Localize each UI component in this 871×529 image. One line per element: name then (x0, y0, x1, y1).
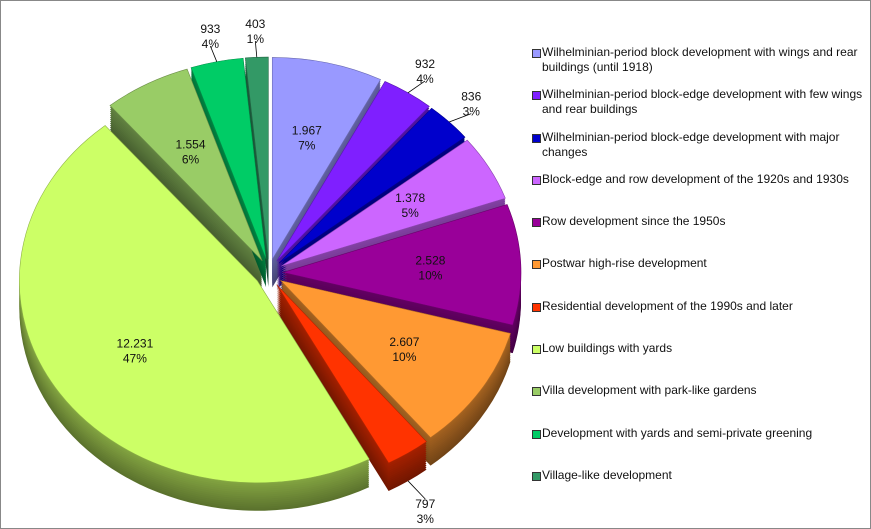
legend-swatch (532, 345, 541, 355)
pie-slice (281, 139, 506, 267)
value-label: 1.378 (395, 191, 425, 205)
value-label: 836 (461, 90, 481, 104)
legend-swatch (532, 429, 541, 439)
legend-swatch (532, 133, 541, 143)
legend-label: Residential development of the 1990s and… (542, 298, 793, 313)
legend-label: Low buildings with yards (542, 341, 673, 356)
legend-label: Development with yards and semi-private … (542, 425, 813, 440)
percent-label: 7% (298, 139, 316, 153)
legend-label: Row development since the 1950s (542, 214, 726, 229)
pie-slice (279, 280, 511, 439)
percent-label: 5% (401, 206, 419, 220)
leader-line (254, 40, 258, 58)
leader-line (407, 480, 426, 500)
legend-item: Postwar high-rise development (532, 256, 870, 298)
legend-swatch (532, 91, 541, 101)
pie-slice (271, 57, 381, 261)
legend-label: Wilhelminian-period block development wi… (542, 45, 858, 74)
percent-label: 1% (247, 32, 265, 46)
legend-item: Wilhelminian-period block development wi… (532, 45, 870, 87)
legend-label: Village-like development (542, 467, 672, 482)
legend-swatch (532, 218, 541, 228)
legend-item: Wilhelminian-period block-edge developme… (532, 87, 870, 129)
pie-slice (109, 68, 263, 261)
leader-line (209, 45, 218, 62)
leader-line (407, 80, 426, 94)
value-label: 2.528 (415, 254, 445, 268)
pie-slice (190, 57, 267, 260)
pie-slice (244, 56, 269, 260)
percent-label: 3% (463, 105, 481, 119)
legend-item: Wilhelminian-period block-edge developme… (532, 129, 870, 172)
percent-label: 10% (418, 269, 442, 283)
value-label: 932 (415, 57, 435, 71)
value-label: 403 (245, 17, 265, 31)
legend-item: Row development since the 1950s (532, 214, 870, 256)
legend-swatch (532, 260, 541, 270)
legend-label: Block-edge and row development of the 19… (542, 171, 849, 186)
legend-label: Wilhelminian-period block-edge developme… (542, 87, 863, 117)
percent-label: 6% (182, 152, 200, 166)
pie-chart: 1.9677%9324%8363%1.3785%2.52810%2.60710%… (19, 17, 522, 526)
percent-label: 47% (123, 352, 147, 366)
pie-slice (276, 81, 430, 262)
pie-slice (276, 284, 427, 464)
value-label: 1.554 (175, 137, 205, 151)
value-label: 12.231 (117, 337, 154, 351)
legend-item: Development with yards and semi-private … (532, 425, 870, 468)
value-label: 933 (200, 22, 220, 36)
legend-item: Residential development of the 1990s and… (532, 298, 870, 341)
legend-swatch (532, 49, 541, 58)
leader-line (449, 113, 472, 123)
percent-label: 3% (417, 512, 435, 526)
value-label: 1.967 (292, 124, 322, 138)
pie-slice (281, 204, 522, 326)
legend-label: Wilhelminian-period block-edge developme… (542, 129, 840, 159)
legend-item: Low buildings with yards (532, 341, 870, 383)
pie-slice (19, 125, 370, 484)
percent-label: 4% (416, 72, 434, 86)
legend-item: Village-like development (532, 467, 870, 510)
legend-swatch (532, 175, 541, 185)
percent-label: 10% (392, 350, 416, 364)
legend-item: Block-edge and row development of the 19… (532, 171, 870, 214)
legend-swatch (532, 302, 541, 312)
value-label: 797 (415, 497, 435, 511)
legend: Wilhelminian-period block development wi… (532, 45, 870, 510)
legend-item: Villa development with park-like gardens (532, 383, 870, 425)
legend-swatch (532, 471, 541, 481)
percent-label: 4% (202, 37, 220, 51)
legend-swatch (532, 387, 541, 397)
legend-label: Postwar high-rise development (542, 256, 707, 271)
legend-label: Villa development with park-like gardens (542, 383, 757, 398)
value-label: 2.607 (389, 335, 419, 349)
